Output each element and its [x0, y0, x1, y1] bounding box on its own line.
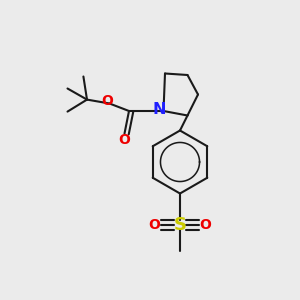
Text: O: O: [200, 218, 211, 232]
Text: O: O: [101, 94, 113, 108]
Text: O: O: [148, 218, 160, 232]
Text: S: S: [173, 216, 187, 234]
Text: N: N: [153, 102, 166, 117]
Text: O: O: [118, 133, 130, 147]
